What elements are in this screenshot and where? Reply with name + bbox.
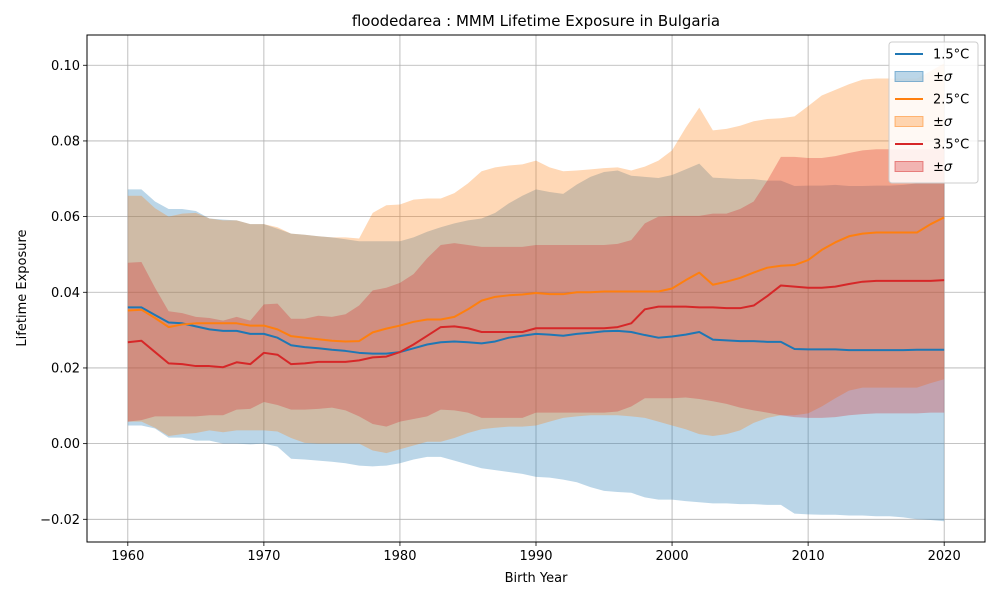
y-tick-label: 0.02 (51, 361, 80, 376)
y-tick-label: 0.06 (51, 210, 80, 225)
x-tick-label: 1960 (111, 549, 144, 564)
x-tick-label: 2010 (792, 549, 825, 564)
x-tick-label: 2000 (656, 549, 689, 564)
legend-band-swatch (894, 161, 924, 172)
line-series-1 (127, 306, 945, 355)
x-tick-label: 1970 (247, 549, 280, 564)
legend-label: ±σ (933, 160, 953, 175)
legend-label: 1.5°C (933, 48, 969, 63)
legend-band-swatch (894, 71, 924, 82)
x-tick-label: 2020 (928, 549, 961, 564)
legend-label: 3.5°C (933, 138, 969, 153)
band-series-1 (127, 163, 945, 522)
legend-band-swatch (894, 116, 924, 127)
y-tick-label: 0.08 (51, 134, 80, 149)
x-tick-label: 1980 (383, 549, 416, 564)
x-axis-ticks: 1960 1970 1980 1990 2000 2010 2020 (111, 542, 961, 564)
band-series-3 (127, 149, 945, 427)
legend: 1.5°C ±σ 2.5°C ±σ 3.5°C ±σ (888, 41, 979, 184)
legend-frame (888, 41, 979, 184)
plot-area: 1960 1970 1980 1990 2000 2010 2020 −0.02 0.00 0.… (40, 34, 986, 564)
legend-label: ±σ (933, 115, 953, 130)
y-axis-ticks: −0.02 0.00 0.02 0.04 0.06 0.08 0.10 (40, 59, 87, 528)
y-tick-label: 0.10 (51, 59, 80, 74)
y-axis-label: Lifetime Exposure (15, 229, 30, 346)
uncertainty-bands (127, 63, 945, 522)
y-tick-label: 0.00 (51, 437, 80, 452)
legend-label: ±σ (933, 70, 953, 85)
chart-title: floodedarea : MMM Lifetime Exposure in B… (352, 12, 720, 30)
y-tick-label: −0.02 (40, 513, 80, 528)
x-tick-label: 1990 (519, 549, 552, 564)
series-lines (127, 216, 945, 369)
band-series-2 (127, 63, 945, 454)
line-series-2 (127, 216, 945, 343)
line-series-3 (127, 279, 945, 369)
legend-label: 2.5°C (933, 93, 969, 108)
x-axis-label: Birth Year (505, 571, 569, 586)
y-tick-label: 0.04 (51, 286, 80, 301)
